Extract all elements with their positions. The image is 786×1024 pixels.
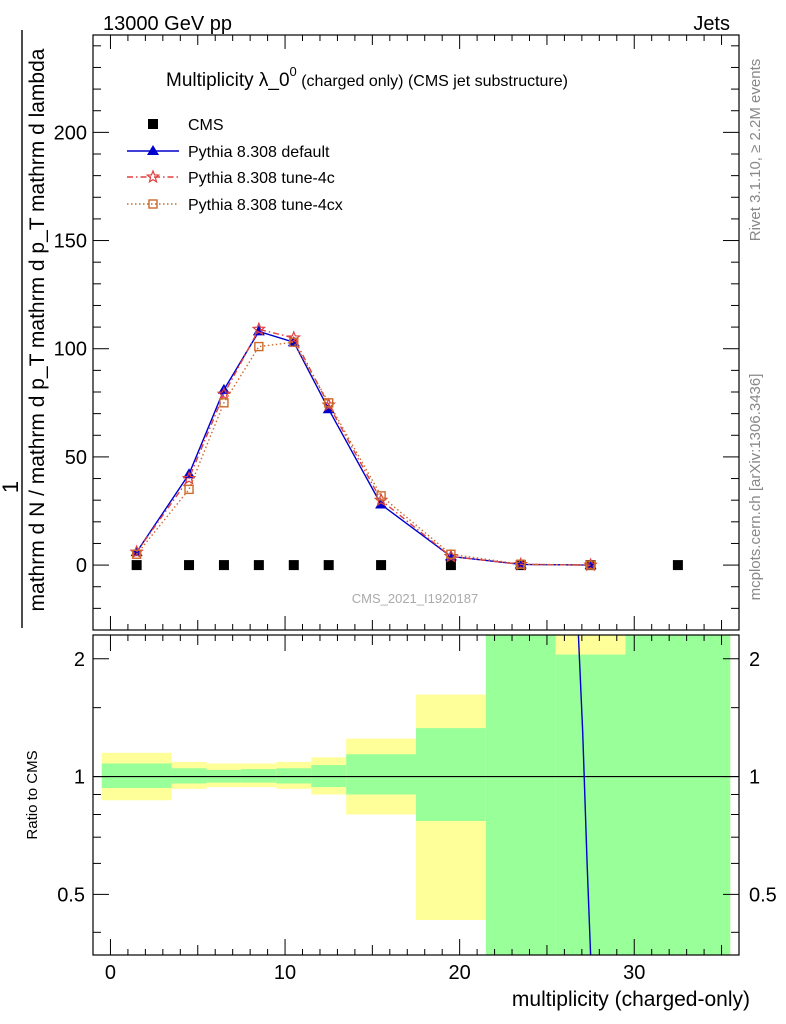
data-point — [251, 321, 267, 336]
ratio-band-green — [416, 728, 486, 821]
legend-label: CMS — [188, 117, 224, 134]
ratio-curve — [577, 634, 592, 956]
legend-marker — [145, 169, 161, 184]
ratio-y-label: Ratio to CMS — [24, 750, 41, 839]
series-line — [136, 328, 591, 566]
x-axis-ticks: 0 10 20 30 — [105, 635, 723, 984]
data-point — [184, 484, 194, 495]
data-point — [585, 560, 596, 570]
data-point — [131, 549, 142, 559]
ratio-band-green — [625, 635, 731, 955]
y-tick-label: 0 — [76, 555, 87, 577]
x-tick-label: 30 — [623, 962, 645, 984]
ylabel-numerator: 1 — [0, 481, 23, 493]
ratio-tick-label: 1 — [74, 767, 85, 789]
ratio-reference — [93, 634, 739, 956]
y-tick-label: 150 — [54, 231, 87, 253]
series-3 — [131, 337, 596, 570]
data-point — [131, 560, 142, 571]
ratio-band-green — [346, 754, 416, 795]
y-tick-label: 200 — [54, 122, 87, 144]
data-point — [376, 491, 386, 501]
data-point — [324, 398, 334, 408]
ratio-tick-label: 0.5 — [749, 884, 777, 906]
legend-marker — [148, 199, 158, 209]
ratio-band-green — [276, 768, 312, 784]
x-tick-label: 0 — [105, 962, 116, 984]
ratio-panel: 0.5 0.5 1 1 2 2 0 10 20 30 Ratio to CMS multipli… — [24, 634, 777, 1011]
ratio-band-green — [101, 763, 172, 788]
mcplots-label: mcplots.cern.ch [arXiv:1306.3436] — [747, 374, 764, 601]
ratio-band-green — [171, 768, 207, 784]
ratio-band-green — [555, 654, 626, 955]
legend-label: Pythia 8.308 tune-4c — [188, 170, 335, 187]
series-line — [136, 330, 591, 566]
legend-label: Pythia 8.308 default — [188, 144, 330, 161]
y-tick-label: 100 — [54, 339, 87, 361]
main-frame — [92, 34, 740, 631]
x-tick-label: 20 — [449, 962, 471, 984]
ratio-tick-label: 2 — [749, 649, 760, 671]
ratio-bands — [101, 635, 731, 955]
data-point — [184, 560, 195, 571]
ratio-tick-label: 1 — [749, 767, 760, 789]
data-point — [289, 337, 299, 347]
y-tick-label: 50 — [65, 447, 87, 469]
main-y-label: 1 mathrm d N / mathrm d p_T mathrm d p_T… — [0, 30, 49, 628]
ylabel-denominator: mathrm d N / mathrm d p_T mathrm d p_T m… — [26, 48, 49, 611]
ratio-band-green — [241, 769, 277, 783]
ratio-frame — [92, 634, 740, 956]
data-point — [445, 560, 456, 571]
ratio-band-green — [485, 635, 556, 955]
legend-marker — [147, 145, 159, 155]
data-point — [672, 560, 683, 571]
data-point — [254, 341, 264, 352]
data-point — [516, 559, 526, 569]
ratio-tick-label: 2 — [74, 649, 85, 671]
data-point — [322, 403, 335, 414]
watermark: CMS_2021_I1920187 — [352, 591, 479, 606]
data-point — [376, 560, 387, 571]
legend: CMS Pythia 8.308 default Pythia 8.308 tune… — [127, 117, 343, 214]
legend-label: Pythia 8.308 tune-4cx — [188, 197, 343, 214]
series-0 — [131, 560, 683, 571]
series-line — [136, 341, 591, 566]
x-axis-label: multiplicity (charged-only) — [512, 988, 750, 1011]
data-point — [323, 560, 334, 571]
ratio-tick-label: 0.5 — [57, 884, 85, 906]
ratio-band-yellow — [555, 635, 626, 655]
data-point — [286, 330, 302, 345]
data-point — [375, 498, 388, 509]
rivet-label: Rivet 3.1.10, ≥ 2.2M events — [747, 59, 764, 242]
x-tick-label: 10 — [274, 962, 296, 984]
main-y-ticks: 0 50 100 150 200 — [54, 35, 739, 630]
ratio-y-ticks: 0.5 0.5 1 1 2 2 — [57, 649, 777, 933]
series-1 — [130, 325, 597, 570]
data-point — [216, 386, 232, 401]
main-series — [129, 321, 683, 572]
data-point — [181, 470, 197, 485]
header-right: Jets — [693, 13, 730, 35]
header-left: 13000 GeV pp — [103, 13, 232, 35]
main-panel: 0 50 100 150 200 Multiplicity λ_00 (charged … — [54, 34, 740, 631]
data-point — [219, 398, 229, 408]
data-point — [218, 560, 229, 571]
main-title: Multiplicity λ_00 (charged only) (CMS je… — [166, 64, 568, 91]
data-point — [253, 560, 264, 571]
data-point — [288, 560, 299, 571]
legend-marker — [148, 119, 158, 129]
data-point — [446, 549, 456, 559]
